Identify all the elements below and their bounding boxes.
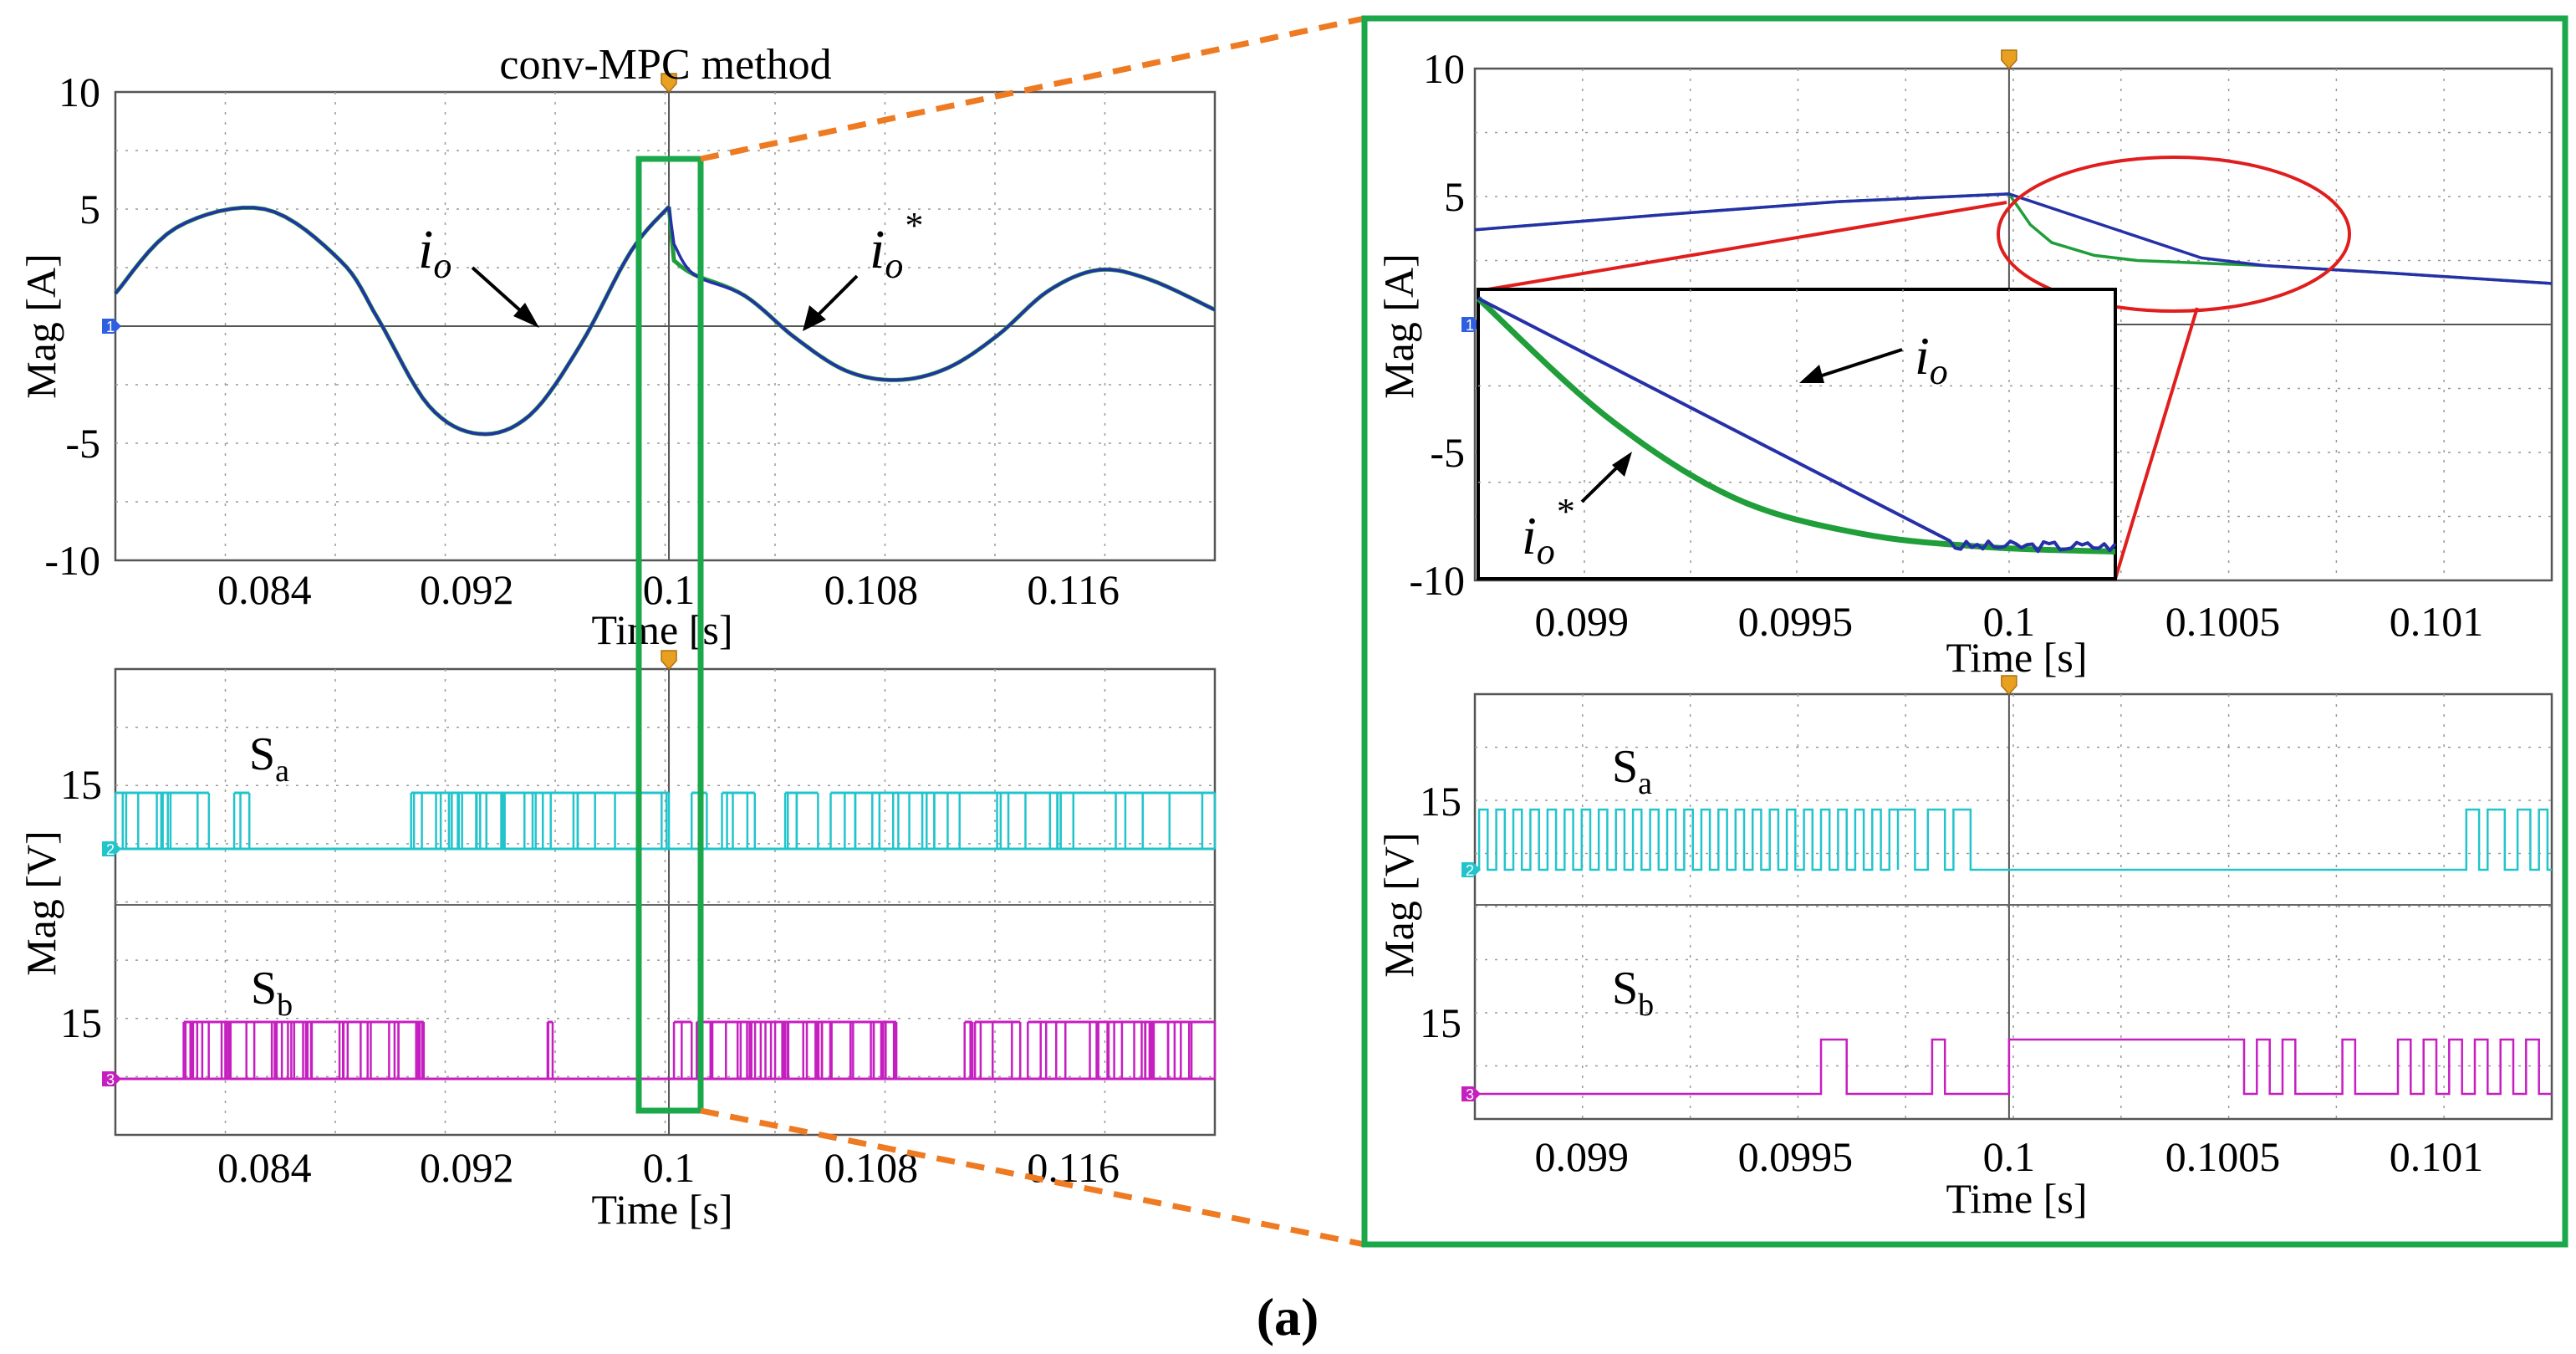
- y-axis-label: Mag [A]: [1375, 253, 1422, 399]
- x-tick-labels: 0.099 0.0995 0.1 0.1005 0.101: [1535, 598, 2484, 645]
- y-axis-label: Mag [V]: [18, 830, 64, 976]
- y-tick-label: 5: [1444, 173, 1465, 220]
- trace-label-sa: Sa: [249, 728, 289, 789]
- x-tick-label: 0.1: [1983, 1133, 2036, 1180]
- x-tick-label: 0.1: [643, 566, 696, 613]
- left-current-panel: 1 conv-MPC method Mag [A] 10 5 -5 -10 0.084…: [18, 41, 1217, 653]
- x-tick-label: 0.101: [2390, 598, 2484, 645]
- x-tick-label: 0.101: [2390, 1133, 2484, 1180]
- gridlines: [1475, 694, 2552, 1119]
- trace-trace_sa: [1475, 808, 2552, 871]
- y-axis-label: Mag [A]: [18, 253, 64, 399]
- zoom-ellipse: [1997, 156, 2351, 313]
- x-tick-label: 0.099: [1535, 1133, 1630, 1180]
- trace-trace_io: [1474, 192, 2553, 285]
- figure-label: (a): [1257, 1287, 1319, 1346]
- x-tick-label: 0.116: [1027, 566, 1120, 613]
- left-switching-panel: 23 Mag [V] 15 15 Sa Sb 0.084 0.092 0.1 0.10…: [18, 650, 1217, 1233]
- x-tick-label: 0.0995: [1738, 598, 1854, 645]
- y-tick-labels: 10 5 -5 -10: [44, 69, 100, 584]
- channel-marker: [102, 841, 121, 856]
- right-current-panel: 1 Mag [A] 105-5-10 0.099 0.0995 0.1 0.1005 0…: [1375, 45, 2553, 681]
- channel-marker: [102, 319, 121, 334]
- channel-number: 3: [1466, 1086, 1474, 1103]
- y-tick-label: -10: [44, 537, 100, 584]
- trace-trace_ref: [1476, 296, 2116, 555]
- y-tick-labels: 10 5 -5 -10: [1409, 45, 1465, 604]
- trace-group: 23: [1461, 675, 2552, 1103]
- x-tick-label: 0.108: [824, 1144, 919, 1191]
- level-label-sa: 15: [60, 761, 102, 808]
- gridlines: [115, 92, 1215, 560]
- right-switching-panel: 23 Mag [V] 15 15 Sa Sb 0.099 0.0995 0.1 0.1…: [1375, 675, 2553, 1222]
- channel-number: 3: [106, 1071, 115, 1088]
- y-axis-label: Mag [V]: [1375, 832, 1422, 978]
- y-tick-label: 5: [79, 186, 100, 232]
- level-label-sb: 15: [60, 999, 102, 1046]
- trace-group: 1: [102, 73, 1217, 437]
- channel-number: 1: [106, 319, 115, 335]
- trace-trace_io: [1477, 297, 2117, 554]
- level-label-sa: 15: [1420, 778, 1461, 825]
- channel-number: 1: [1466, 317, 1474, 334]
- trace-trace_sb: [1475, 1038, 2552, 1096]
- level-label-sb: 15: [1420, 999, 1461, 1046]
- x-tick-label: 0.0995: [1738, 1133, 1854, 1180]
- gridlines: [115, 669, 1215, 1135]
- trigger-marker: [661, 73, 677, 94]
- y-tick-label: -5: [1430, 429, 1465, 476]
- trigger-marker: [2001, 675, 2017, 696]
- trigger-marker: [661, 650, 677, 671]
- x-tick-label: 0.1: [1983, 598, 2036, 645]
- x-tick-label: 0.084: [217, 1144, 312, 1191]
- zoom-line: [1477, 201, 2007, 293]
- inset-frame: [1477, 288, 2117, 580]
- x-axis-label: Time [s]: [1946, 1175, 2087, 1222]
- x-axis-label: Time [s]: [591, 1186, 732, 1233]
- trace-label-sa: Sa: [1612, 741, 1652, 801]
- trigger-marker: [2001, 49, 2017, 70]
- trace-group: [1476, 296, 2117, 555]
- x-axis-label: Time [s]: [1946, 634, 2087, 681]
- x-tick-labels: 0.099 0.0995 0.1 0.1005 0.101: [1535, 1133, 2484, 1180]
- gridlines: [1478, 289, 2115, 579]
- zoom-connectors: [700, 15, 1365, 1248]
- channel-number: 2: [1466, 862, 1474, 879]
- x-tick-label: 0.1005: [2165, 1133, 2281, 1180]
- channel-marker: [1461, 317, 1481, 332]
- channel-marker: [102, 1071, 121, 1086]
- zoom-region-box: [635, 156, 704, 1114]
- trace-trace_io: [114, 206, 671, 436]
- x-tick-labels: 0.084 0.092 0.1 0.108 0.116: [217, 1144, 1120, 1191]
- x-tick-label: 0.116: [1027, 1144, 1120, 1191]
- x-tick-label: 0.092: [420, 566, 514, 613]
- inset-zoom: io io*: [1476, 288, 2117, 580]
- channel-marker: [1461, 862, 1481, 877]
- x-tick-label: 0.099: [1535, 598, 1630, 645]
- trace-group: 23: [102, 650, 1217, 1088]
- chart-title: conv-MPC method: [499, 41, 831, 89]
- x-tick-label: 0.1: [643, 1144, 696, 1191]
- zoom-line: [2114, 307, 2199, 580]
- channel-marker: [1461, 1086, 1481, 1101]
- trace-group: 1: [1461, 49, 2553, 334]
- y-tick-label: -10: [1409, 557, 1465, 604]
- trace-trace_io: [667, 206, 1216, 382]
- y-tick-label: -5: [65, 420, 100, 467]
- x-tick-labels: 0.084 0.092 0.1 0.108 0.116: [217, 566, 1120, 613]
- y-tick-label: 10: [1423, 45, 1465, 92]
- x-tick-label: 0.092: [420, 1144, 514, 1191]
- trace-label-sb: Sb: [1612, 963, 1654, 1023]
- x-tick-label: 0.084: [217, 566, 312, 613]
- x-axis-label: Time [s]: [591, 606, 732, 653]
- channel-number: 2: [106, 841, 115, 858]
- trace-label-sb: Sb: [251, 963, 293, 1023]
- x-tick-label: 0.108: [824, 566, 919, 613]
- y-tick-label: 10: [59, 69, 100, 115]
- x-tick-label: 0.1005: [2165, 598, 2281, 645]
